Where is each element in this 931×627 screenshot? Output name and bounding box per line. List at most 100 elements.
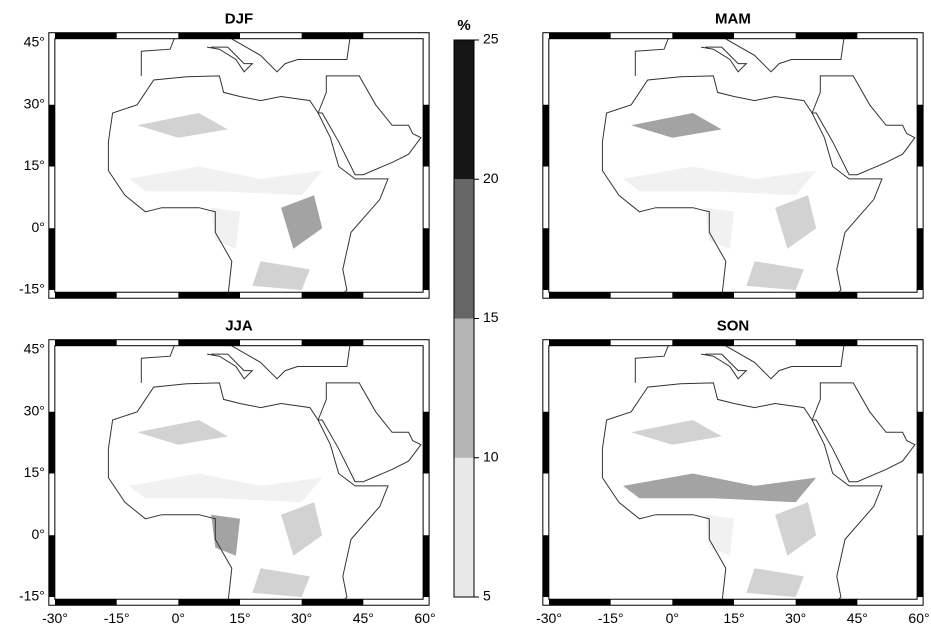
frame-strip	[549, 599, 611, 606]
map-content	[107, 38, 422, 293]
coastline	[811, 382, 916, 483]
coastline	[811, 75, 916, 176]
map-content	[601, 38, 916, 293]
lat-tick-label: 0°	[31, 219, 44, 235]
frame-strip	[178, 292, 240, 299]
lat-tick-label: 45°	[24, 34, 45, 50]
coastline	[140, 38, 175, 76]
shaded-region	[252, 568, 310, 597]
frame-strip	[672, 32, 734, 39]
coastline	[317, 382, 422, 483]
panel-title: MAM	[715, 11, 751, 28]
lat-tick-label: 15°	[24, 464, 45, 480]
coastline	[601, 382, 883, 600]
shaded-region	[137, 113, 228, 138]
colorbar-tick-label: 25	[483, 31, 499, 47]
lon-tick-label: -30°	[42, 610, 68, 626]
coastline	[634, 345, 669, 383]
colorbar-tick-label: 10	[483, 448, 499, 464]
coastline	[725, 38, 845, 73]
lon-tick-label: 45°	[353, 610, 374, 626]
frame-strip	[549, 339, 611, 346]
lon-tick-label: -30°	[536, 610, 562, 626]
lon-tick-label: -15°	[598, 610, 624, 626]
frame-strip	[301, 32, 364, 39]
frame-inner	[548, 345, 918, 600]
coastline	[601, 75, 883, 293]
frame	[48, 32, 430, 299]
shaded-region	[623, 166, 817, 196]
shaded-region	[631, 420, 722, 445]
shaded-region	[746, 261, 804, 290]
frame-inner	[54, 345, 424, 600]
frame-strip	[55, 599, 117, 606]
frame-strip	[55, 339, 117, 346]
frame-strip	[423, 228, 430, 290]
map-content	[601, 345, 916, 600]
coastline	[107, 75, 389, 293]
shaded-region	[746, 568, 804, 597]
frame-strip	[48, 411, 55, 474]
frame-strip	[178, 599, 240, 606]
lon-tick-label: 15°	[229, 610, 250, 626]
lon-tick-label: 0°	[172, 610, 185, 626]
frame-strip	[48, 535, 55, 597]
coastline	[207, 353, 254, 380]
frame-strip	[178, 339, 240, 346]
frame-strip	[423, 535, 430, 597]
lat-tick-label: 45°	[24, 341, 45, 357]
frame-strip	[672, 339, 734, 346]
shaded-region	[137, 420, 228, 445]
frame-strip	[795, 599, 858, 606]
shaded-region	[281, 195, 323, 249]
lat-tick-label: 30°	[24, 402, 45, 418]
frame-inner	[54, 38, 424, 293]
shaded-region	[252, 261, 310, 290]
colorbar-tick-label: 5	[483, 588, 491, 604]
lon-tick-label: 0°	[666, 610, 679, 626]
lon-tick-label: 15°	[723, 610, 744, 626]
frame	[48, 339, 430, 606]
lon-tick-label: -15°	[104, 610, 130, 626]
coastline	[701, 46, 748, 73]
frame-strip	[672, 292, 734, 299]
colorbar-segment	[454, 40, 474, 180]
frame-strip	[917, 104, 924, 167]
lat-tick-label: -15°	[19, 281, 45, 297]
lat-tick-label: 30°	[24, 95, 45, 111]
colorbar-segment	[454, 318, 474, 458]
lon-tick-label: 30°	[291, 610, 312, 626]
lon-tick-label: 60°	[414, 610, 435, 626]
frame-strip	[672, 599, 734, 606]
lon-tick-label: 45°	[847, 610, 868, 626]
frame-strip	[795, 32, 858, 39]
frame-strip	[542, 104, 549, 167]
coastline	[207, 46, 254, 73]
frame-strip	[48, 228, 55, 290]
shaded-region	[129, 473, 323, 503]
coastline	[725, 345, 845, 380]
colorbar-title: %	[457, 17, 470, 34]
colorbar-tick-label: 15	[483, 309, 499, 325]
shaded-region	[129, 166, 323, 196]
coastline	[231, 38, 351, 73]
frame-strip	[423, 104, 430, 167]
coastline	[107, 382, 389, 600]
coastline	[140, 345, 175, 383]
map-panel: JJA 45° 30° 15° 0° -15° -30° -15° 0° 15° 30° 45° 60°	[19, 318, 436, 626]
frame-strip	[542, 535, 549, 597]
panel-title: JJA	[225, 318, 253, 335]
coastline	[231, 345, 351, 380]
shaded-region	[775, 195, 817, 249]
panel-title: SON	[717, 318, 750, 335]
map-content	[107, 345, 422, 600]
panel-title: DJF	[225, 11, 253, 28]
frame-strip	[917, 411, 924, 474]
coastline	[701, 353, 748, 380]
map-panel: DJF 45° 30° 15° 0° -15°	[19, 11, 430, 299]
lon-tick-label: 30°	[785, 610, 806, 626]
frame-strip	[542, 411, 549, 474]
frame-strip	[301, 599, 364, 606]
frame-strip	[542, 228, 549, 290]
